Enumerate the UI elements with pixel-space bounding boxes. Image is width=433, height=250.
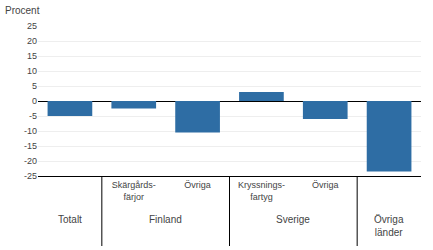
svg-text:-20: -20 [24, 156, 37, 166]
svg-text:-25: -25 [24, 171, 37, 181]
svg-text:Övrigaländer: Övrigaländer [374, 214, 404, 238]
svg-text:0: 0 [32, 96, 37, 106]
svg-text:15: 15 [27, 51, 37, 61]
svg-text:5: 5 [32, 81, 37, 91]
svg-text:-5: -5 [29, 111, 37, 121]
svg-text:Procent: Procent [5, 5, 40, 16]
svg-text:10: 10 [27, 66, 37, 76]
svg-text:Övriga: Övriga [184, 180, 211, 190]
svg-text:Kryssnings-fartyg: Kryssnings-fartyg [238, 180, 285, 202]
svg-text:Totalt: Totalt [58, 214, 82, 225]
svg-text:20: 20 [27, 36, 37, 46]
svg-text:-10: -10 [24, 126, 37, 136]
svg-text:-15: -15 [24, 141, 37, 151]
svg-text:25: 25 [27, 21, 37, 31]
svg-text:Finland: Finland [149, 214, 182, 225]
svg-text:Övriga: Övriga [312, 180, 339, 190]
svg-text:Skärgårds-färjor: Skärgårds-färjor [112, 180, 156, 202]
svg-text:Sverige: Sverige [276, 214, 310, 225]
